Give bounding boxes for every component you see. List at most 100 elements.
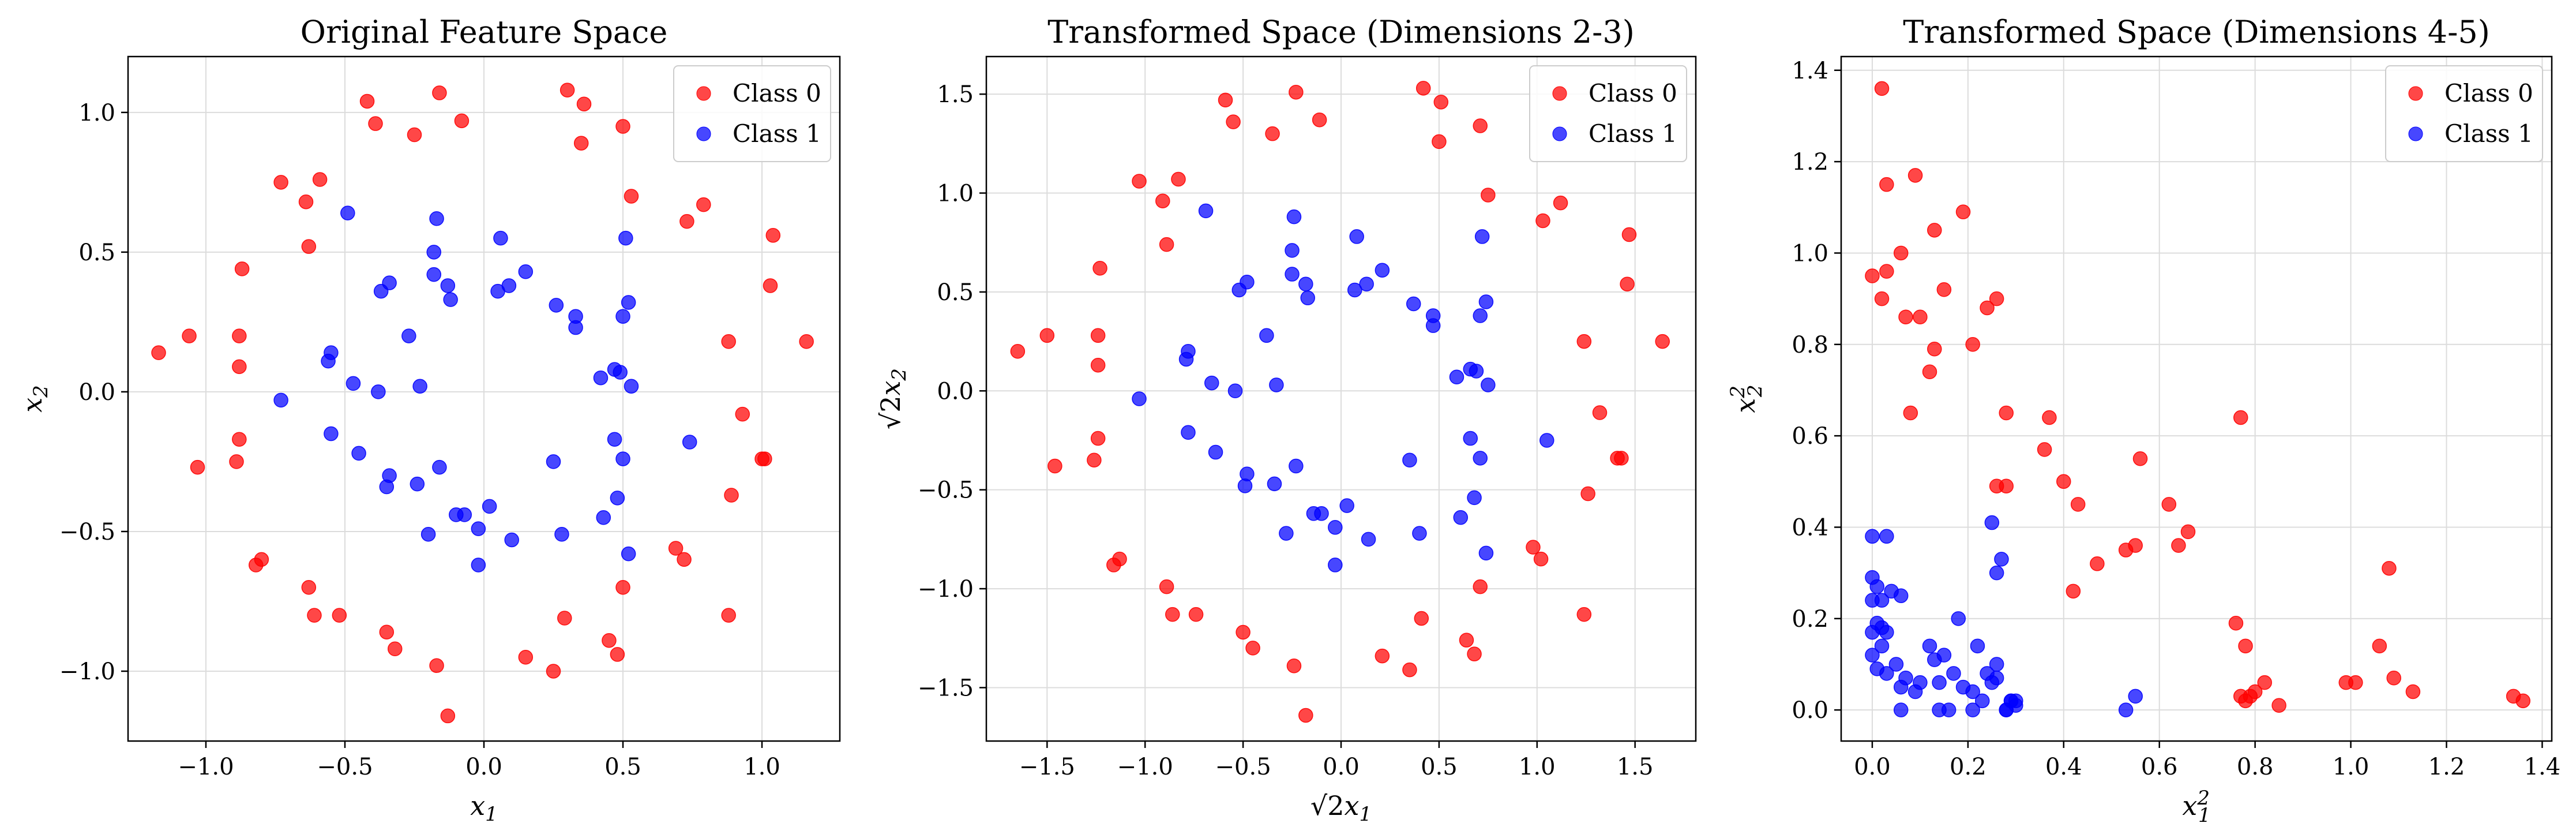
data-point bbox=[1267, 476, 1282, 492]
x-tick-label: −1.0 bbox=[1117, 754, 1173, 780]
data-point bbox=[1092, 261, 1107, 276]
legend-label: Class 0 bbox=[1589, 79, 1677, 107]
data-point bbox=[618, 230, 633, 246]
data-point bbox=[340, 205, 355, 220]
data-point bbox=[1927, 341, 1942, 357]
legend-label: Class 1 bbox=[1589, 119, 1677, 148]
data-point bbox=[576, 96, 592, 112]
data-point bbox=[1227, 383, 1243, 399]
data-point bbox=[412, 379, 427, 394]
data-point bbox=[388, 641, 403, 657]
data-point bbox=[429, 211, 444, 226]
y-tick-label: 0.4 bbox=[1792, 514, 1828, 541]
data-point bbox=[232, 359, 247, 375]
data-point bbox=[1269, 377, 1284, 392]
series-class-0 bbox=[1865, 81, 2530, 713]
data-point bbox=[471, 521, 486, 536]
data-point bbox=[696, 197, 711, 212]
data-point bbox=[624, 379, 639, 394]
data-point bbox=[1204, 375, 1219, 391]
data-point bbox=[273, 175, 288, 190]
data-point bbox=[2257, 675, 2272, 690]
legend-label: Class 1 bbox=[733, 119, 821, 148]
plot-frame bbox=[1840, 55, 2553, 742]
data-point bbox=[610, 491, 625, 506]
data-point bbox=[1473, 451, 1488, 466]
x-tick-label: 1.4 bbox=[2524, 754, 2561, 780]
data-point bbox=[232, 432, 247, 447]
legend: Class 0 Class 1 bbox=[2385, 65, 2543, 162]
data-point bbox=[1922, 638, 1937, 654]
x-tick-label: 0.0 bbox=[1323, 754, 1360, 780]
data-point bbox=[613, 365, 628, 380]
x-axis-label: x2 1 bbox=[2182, 787, 2210, 827]
legend-marker bbox=[696, 126, 711, 141]
data-point bbox=[1090, 357, 1106, 373]
data-point bbox=[182, 328, 197, 343]
data-point bbox=[1655, 334, 1670, 349]
data-point bbox=[568, 320, 583, 335]
data-point bbox=[1481, 188, 1496, 203]
data-point bbox=[151, 345, 166, 360]
data-point bbox=[232, 328, 247, 343]
data-point bbox=[1265, 126, 1280, 141]
data-point bbox=[1449, 369, 1465, 385]
data-point bbox=[501, 278, 517, 293]
data-point bbox=[2386, 670, 2401, 686]
data-point bbox=[721, 334, 736, 349]
data-point bbox=[1474, 229, 1490, 244]
panel-transformed-dims-2-3: −1.5 −1.0 −0.5 0.0 0.5 1.0 1.5 −1.5 −1.0 −0.5 0.0 0… bbox=[875, 14, 1697, 826]
data-point bbox=[1941, 702, 1957, 717]
data-point bbox=[410, 476, 425, 492]
data-point bbox=[1300, 290, 1315, 305]
y-tick-label: 0.6 bbox=[1792, 423, 1828, 450]
data-point bbox=[359, 93, 375, 109]
data-point bbox=[190, 459, 205, 475]
data-point bbox=[1994, 552, 2009, 567]
series-class-0 bbox=[151, 83, 814, 724]
data-point bbox=[432, 85, 447, 100]
data-point bbox=[1132, 391, 1147, 406]
data-point bbox=[1879, 624, 1894, 640]
x-tick-label: 0.2 bbox=[1950, 754, 1987, 780]
data-point bbox=[482, 499, 497, 514]
data-point bbox=[1913, 309, 1928, 325]
data-point bbox=[2056, 474, 2071, 489]
x-tick-label: −0.5 bbox=[1215, 754, 1271, 780]
data-point bbox=[1208, 444, 1223, 460]
data-point bbox=[1279, 526, 1294, 541]
data-point bbox=[407, 127, 422, 143]
legend-box bbox=[2385, 65, 2543, 162]
data-point bbox=[1245, 641, 1260, 656]
data-point bbox=[2128, 538, 2143, 553]
data-point bbox=[301, 580, 317, 595]
data-point bbox=[1289, 458, 1304, 474]
data-point bbox=[379, 624, 395, 639]
data-point bbox=[1535, 213, 1550, 229]
data-point bbox=[2042, 410, 2057, 425]
x-axis-label: x1 bbox=[470, 790, 498, 826]
y-tick-label: 0.2 bbox=[1792, 606, 1828, 633]
data-point bbox=[1047, 458, 1062, 474]
data-point bbox=[1865, 624, 1880, 640]
data-point bbox=[1999, 405, 2014, 421]
data-point bbox=[1999, 478, 2014, 493]
chart-title: Transformed Space (Dimensions 4-5) bbox=[1903, 14, 2490, 50]
data-point bbox=[1155, 193, 1170, 208]
data-point bbox=[2238, 638, 2253, 654]
data-point bbox=[298, 194, 314, 210]
data-point bbox=[420, 527, 436, 542]
data-point bbox=[1432, 134, 1447, 149]
x-axis-label: √2x1 bbox=[1310, 790, 1372, 826]
data-point bbox=[1576, 607, 1592, 622]
data-point bbox=[1874, 638, 1890, 654]
data-point bbox=[1879, 264, 1894, 279]
x-tick-label: 0.6 bbox=[2141, 754, 2178, 780]
data-point bbox=[1463, 431, 1478, 446]
data-point bbox=[1414, 611, 1429, 626]
data-point bbox=[1592, 405, 1608, 420]
data-point bbox=[1874, 81, 1890, 96]
y-tick-label: 0.0 bbox=[78, 379, 115, 406]
data-point bbox=[1298, 708, 1313, 723]
data-point bbox=[1198, 203, 1214, 219]
